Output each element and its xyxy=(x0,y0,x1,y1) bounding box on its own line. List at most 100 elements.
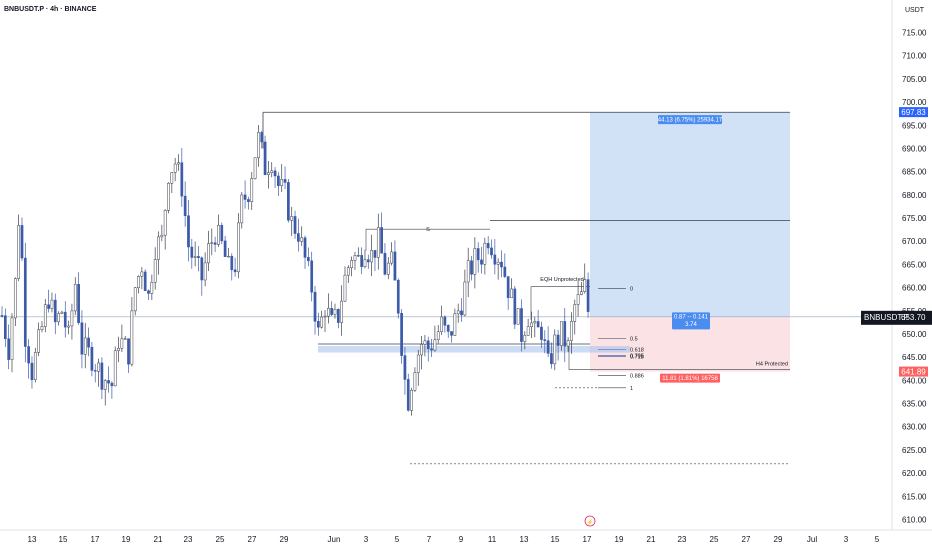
event-marker-icon[interactable] xyxy=(584,515,596,527)
candle-body xyxy=(376,227,380,258)
x-tick-label: 25 xyxy=(216,535,225,544)
candle-body xyxy=(83,337,87,355)
y-tick-label: 715.00 xyxy=(902,29,927,38)
candle-body xyxy=(237,222,240,273)
candle-body xyxy=(13,278,17,319)
candle-body xyxy=(227,256,230,258)
eqh-label: EQH Unprotected xyxy=(540,277,583,283)
y-tick-label: 645.00 xyxy=(902,353,927,362)
candle-body xyxy=(27,346,30,364)
candle-body xyxy=(380,227,383,254)
fib-label: 0.886 xyxy=(630,374,644,380)
candle-body xyxy=(360,255,363,267)
candle-body xyxy=(386,262,390,275)
candle-body xyxy=(287,182,290,221)
fib-label: 1 xyxy=(630,386,633,392)
candle-body xyxy=(160,234,164,238)
candle-body xyxy=(147,290,150,294)
candle-body xyxy=(80,322,84,355)
x-tick-label: 7 xyxy=(427,535,432,544)
candle-body xyxy=(543,339,547,341)
x-tick-label: Jul xyxy=(807,535,817,544)
x-tick-label: 5 xyxy=(875,535,880,544)
candle-body xyxy=(47,304,50,309)
candle-body xyxy=(406,379,410,411)
candle-body xyxy=(333,309,337,315)
s-label: S xyxy=(426,227,430,233)
x-tick-label: 21 xyxy=(647,535,656,544)
y-tick-label: 675.00 xyxy=(902,214,927,223)
candle-body xyxy=(366,259,370,263)
candle-body xyxy=(260,132,264,143)
candle-body xyxy=(490,247,493,256)
candle-body xyxy=(340,300,344,323)
candle-body xyxy=(320,316,324,328)
symbol-tag: BNBUSDT.P xyxy=(864,313,909,322)
candle-body xyxy=(410,390,413,411)
stop-label-bg xyxy=(660,373,720,383)
last-price-tag-bg xyxy=(861,310,932,325)
target-zone[interactable] xyxy=(590,112,790,317)
candle-body xyxy=(133,287,137,312)
y-tick-label: 690.00 xyxy=(902,144,927,153)
y-tick-label: 670.00 xyxy=(902,237,927,246)
candle-body xyxy=(17,225,20,279)
x-tick-label: 11 xyxy=(488,535,497,544)
y-tick-label: 610.00 xyxy=(902,516,927,525)
candle-body xyxy=(403,355,407,380)
candle-body xyxy=(560,321,563,346)
candle-body xyxy=(210,242,214,244)
candle-body xyxy=(130,310,134,365)
candle-body xyxy=(436,331,440,340)
candle-body xyxy=(396,279,400,314)
candle-body xyxy=(586,279,590,312)
candle-body xyxy=(273,170,277,177)
y-tick-label: 635.00 xyxy=(902,400,927,409)
candle-body xyxy=(426,340,430,350)
candle-body xyxy=(390,251,393,264)
candle-body xyxy=(336,309,340,323)
entry-label-1: 0.87 -- 0.141 xyxy=(674,314,709,320)
x-tick-label: 25 xyxy=(710,535,719,544)
candle-body xyxy=(267,172,270,175)
candle-body xyxy=(450,331,453,336)
candle-body xyxy=(500,261,503,268)
candle-body xyxy=(510,288,513,299)
candle-body xyxy=(423,340,427,345)
y-tick-label: 630.00 xyxy=(902,423,927,432)
candle-body xyxy=(293,216,297,234)
candle-body xyxy=(50,299,54,309)
candle-body xyxy=(140,271,144,277)
candle-body xyxy=(43,304,47,327)
candle-body xyxy=(153,259,157,283)
entry-label-bg xyxy=(672,312,710,330)
candle-body xyxy=(466,260,470,283)
candle-body xyxy=(67,325,70,328)
candle-body xyxy=(200,257,204,281)
candle-body xyxy=(480,259,483,265)
candle-body xyxy=(290,216,294,221)
candle-body xyxy=(400,312,403,356)
candle-body xyxy=(393,251,397,281)
candle-body xyxy=(220,224,224,242)
support-band[interactable] xyxy=(318,346,630,353)
candle-body xyxy=(383,252,387,275)
y-tick-label: 680.00 xyxy=(902,191,927,200)
candle-body xyxy=(546,340,550,354)
target-label: 44.13 (6.75%) 25934.17 xyxy=(658,118,723,124)
candle-body xyxy=(277,175,280,187)
candle-body xyxy=(573,304,577,322)
candle-body xyxy=(363,259,367,267)
candle-body xyxy=(463,281,467,316)
candle-body xyxy=(550,353,553,365)
candle-body xyxy=(57,313,60,323)
x-tick-label: 29 xyxy=(280,535,289,544)
candle-body xyxy=(473,248,477,275)
currency-label[interactable]: USDT xyxy=(905,7,925,14)
candle-body xyxy=(190,246,194,258)
candle-body xyxy=(207,243,210,264)
candle-body xyxy=(87,337,90,348)
x-tick-label: 13 xyxy=(28,535,37,544)
